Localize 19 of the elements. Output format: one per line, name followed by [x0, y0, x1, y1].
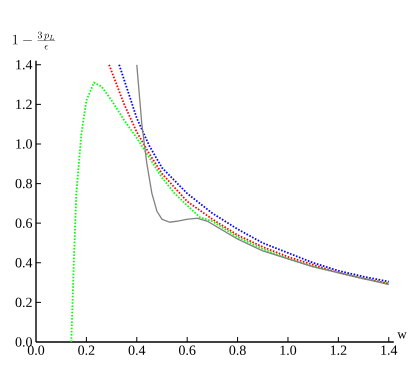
- x-tick-label: 1.2: [330, 346, 346, 355]
- x-tick-label: 1.0: [280, 346, 296, 355]
- y-tick-label: 1.0: [16, 139, 32, 149]
- x-axis-title: w: [397, 332, 407, 338]
- y-tick-label: 0.6: [16, 218, 32, 228]
- x-tick-label: 0.8: [229, 346, 246, 355]
- y-tick-label: 1.4: [16, 60, 32, 70]
- x-tick-label: 0.6: [179, 346, 196, 355]
- x-tick-label: 1.4: [381, 346, 398, 355]
- x-tick-label: 0.0: [28, 346, 44, 355]
- y-tick-label: 0.4: [16, 258, 32, 268]
- x-tick-label: 0.4: [128, 346, 146, 355]
- y-tick-label: 1.2: [16, 100, 32, 110]
- y-tick-label: 0.0: [16, 337, 32, 347]
- y-tick-label: 0.2: [16, 298, 32, 308]
- y-axis-title: $1-\frac{3\,p_L}{\epsilon}$: [13, 32, 56, 50]
- line-series: [70, 82, 390, 342]
- x-tick-label: 0.2: [78, 346, 94, 355]
- y-tick-label: 0.8: [16, 178, 32, 188]
